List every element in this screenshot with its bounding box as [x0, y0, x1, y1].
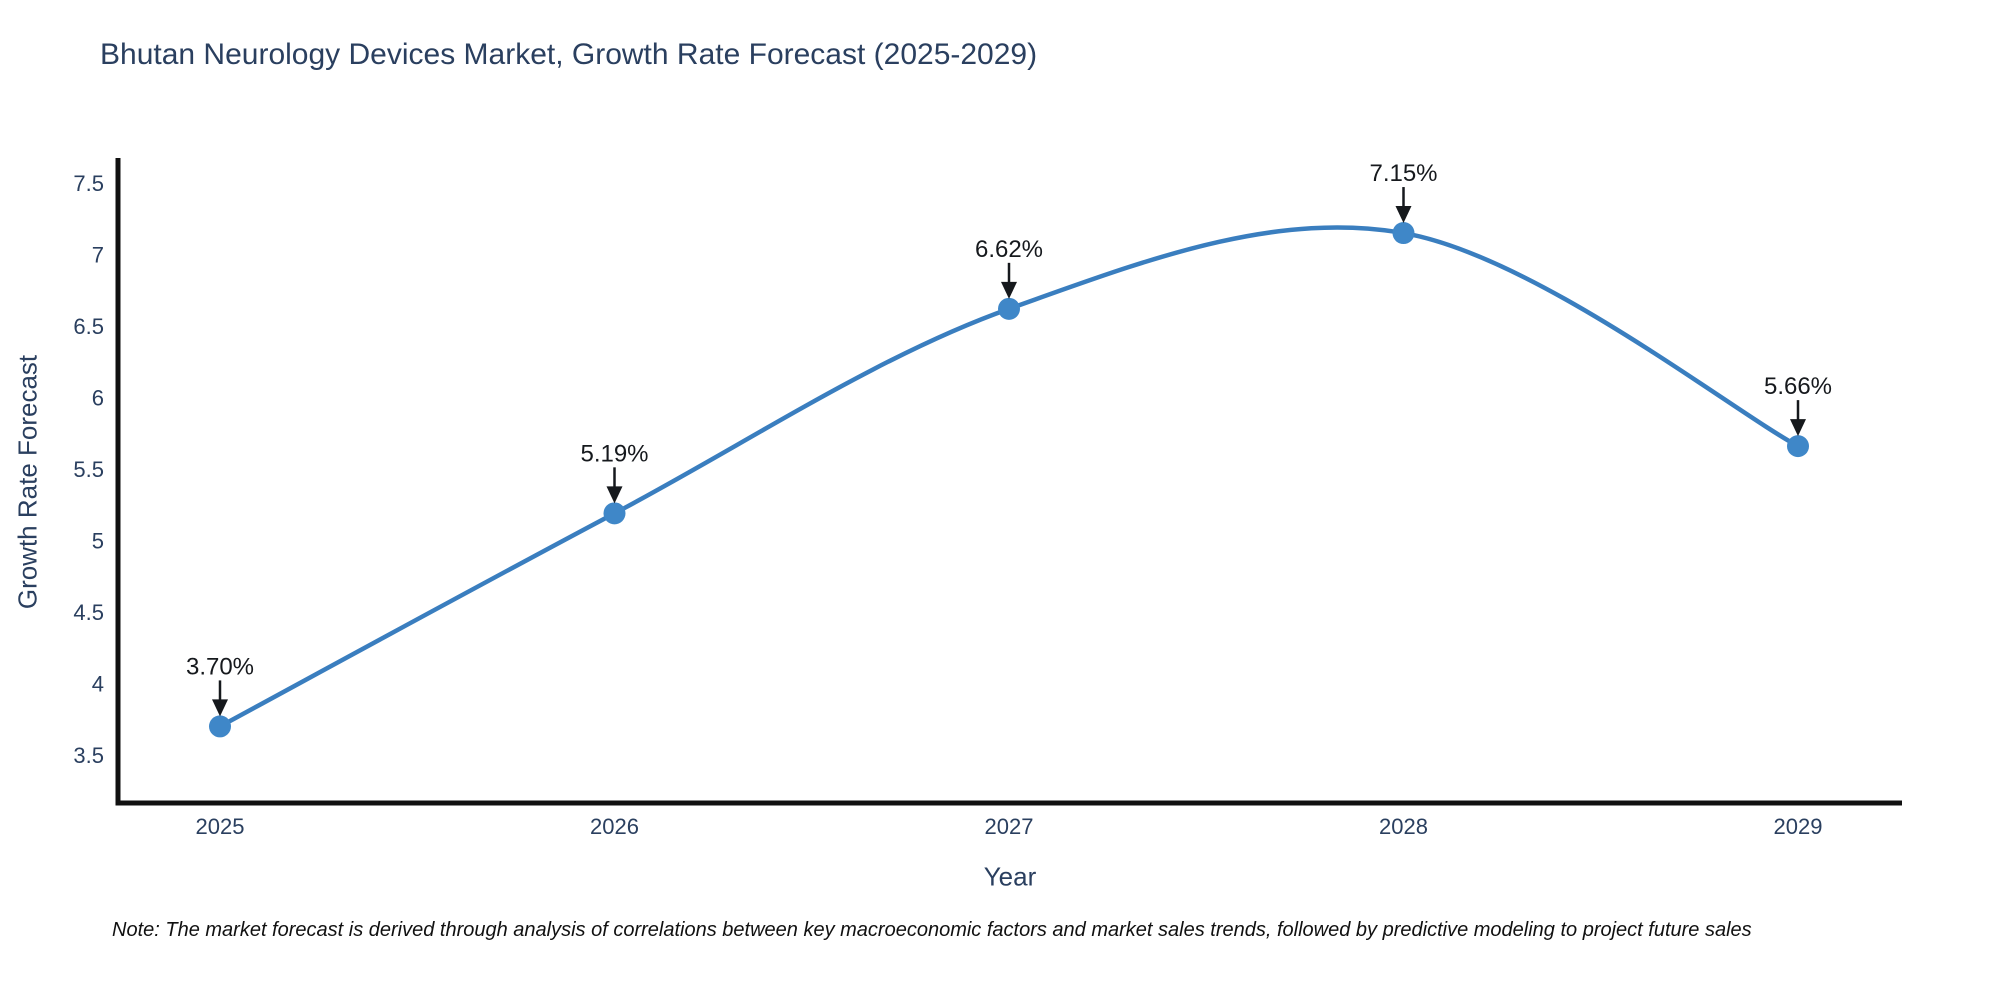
y-tick-label: 5: [92, 529, 104, 554]
point-value-label: 5.19%: [580, 440, 648, 467]
data-point-marker: [209, 715, 231, 738]
point-value-label: 6.62%: [975, 236, 1043, 263]
data-point-marker: [998, 297, 1020, 320]
y-tick-label: 5.5: [73, 457, 104, 482]
x-tick-label: 2028: [1379, 814, 1428, 839]
x-tick-label: 2027: [985, 814, 1034, 839]
x-tick-label: 2026: [590, 814, 639, 839]
annotation-arrow-head: [606, 486, 623, 504]
x-tick-label: 2029: [1774, 814, 1823, 839]
y-tick-label: 6: [92, 386, 104, 411]
footnote: Note: The market forecast is derived thr…: [112, 919, 1752, 941]
point-value-label: 7.15%: [1369, 160, 1437, 187]
y-tick-label: 7.5: [73, 171, 104, 196]
annotation-arrow-head: [1001, 281, 1017, 299]
y-axis-title: Growth Rate Forecast: [12, 354, 43, 610]
x-axis-title: Year: [983, 861, 1037, 892]
y-tick-label: 4: [92, 672, 104, 697]
annotation-arrow-head: [1790, 419, 1806, 437]
y-tick-label: 7: [92, 243, 104, 268]
point-value-label: 3.70%: [186, 653, 254, 680]
point-value-label: 5.66%: [1764, 373, 1832, 400]
chart-title: Bhutan Neurology Devices Market, Growth …: [100, 38, 1038, 71]
y-tick-label: 3.5: [73, 743, 104, 768]
y-tick-label: 6.5: [73, 314, 104, 339]
annotation-arrow-head: [1395, 206, 1412, 224]
annotation-arrow-head: [212, 699, 228, 717]
x-tick-label: 2025: [196, 814, 245, 839]
data-point-marker: [603, 502, 626, 525]
data-point-marker: [1392, 222, 1415, 245]
y-tick-label: 4.5: [73, 600, 104, 625]
data-point-marker: [1787, 435, 1809, 458]
